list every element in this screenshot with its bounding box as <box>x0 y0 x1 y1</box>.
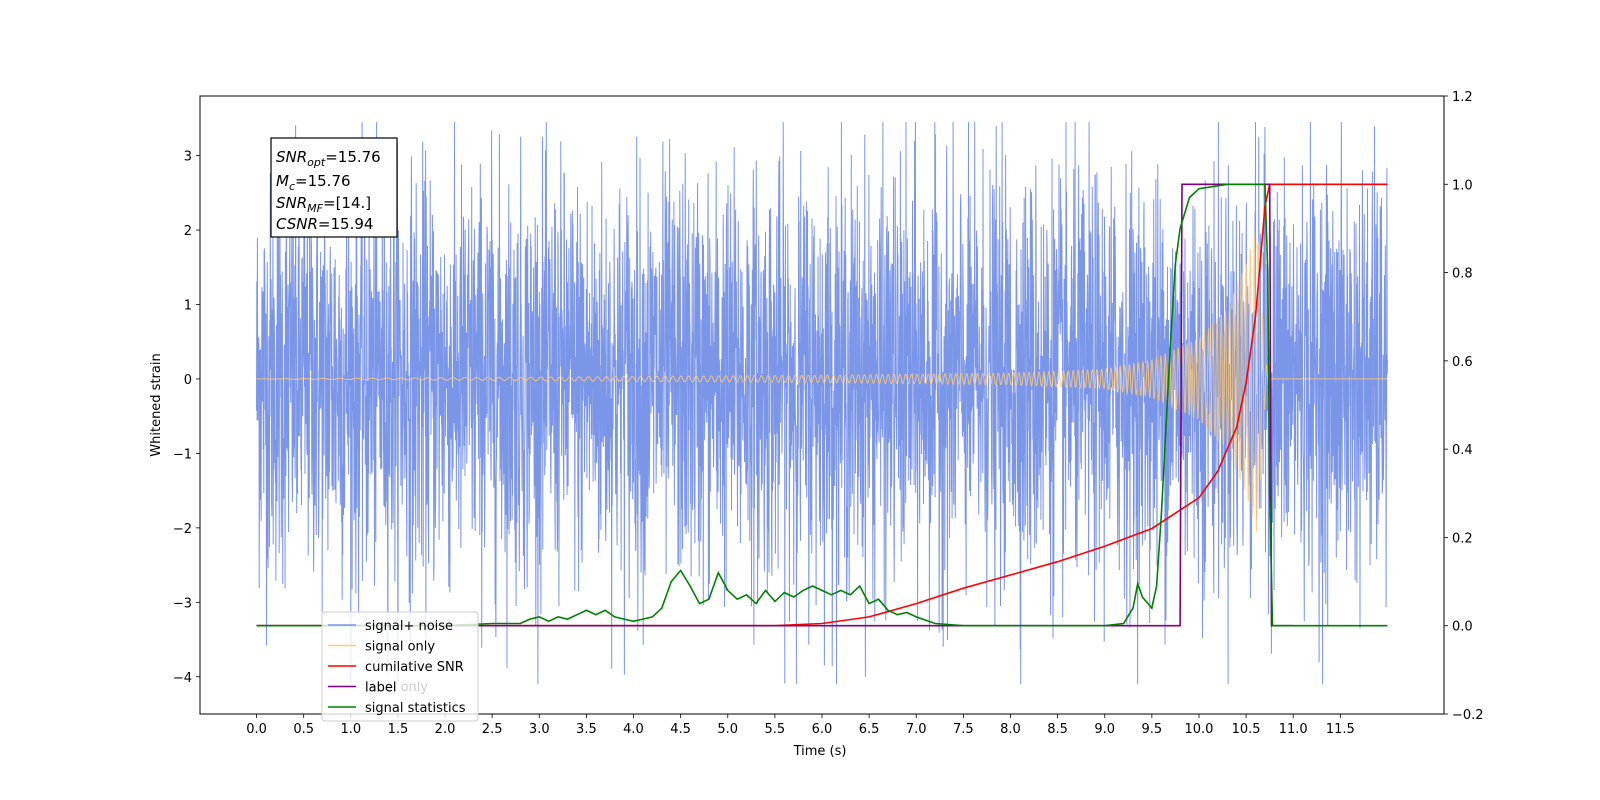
mc-sub: c <box>289 180 295 193</box>
plot-data-layer <box>256 122 1388 685</box>
y-right-tick-label: 0.8 <box>1452 267 1473 282</box>
snr-opt-value: =15.76 <box>325 148 381 166</box>
x-tick-label: 3.5 <box>576 722 597 737</box>
x-tick-label: 6.0 <box>812 722 833 737</box>
y-right-tick-label: 1.0 <box>1452 178 1473 193</box>
y-left-tick-label: 1 <box>184 298 192 313</box>
series-signal-statistics-line <box>256 183 1388 627</box>
y-left-tick-label: 3 <box>184 150 192 165</box>
left-y-axis: 3 2 1 0 −1 −2 −3 −4 <box>173 150 200 686</box>
mc-base: M <box>276 172 289 190</box>
y-axis-label: Whitened strain <box>149 353 164 456</box>
annotation-snr-opt: SNRopt=15.76 <box>276 148 381 169</box>
snr-opt-sub: opt <box>307 156 326 169</box>
annotation-frame <box>270 137 398 238</box>
x-tick-label: 10.5 <box>1232 722 1261 737</box>
x-tick-label: 11.0 <box>1279 722 1308 737</box>
legend-label: signal statistics <box>365 701 466 716</box>
x-tick-label: 9.0 <box>1094 722 1115 737</box>
legend-label: signal only <box>365 640 435 655</box>
x-tick-label: 6.5 <box>859 722 880 737</box>
snr-mf-value: =[14.] <box>323 194 371 212</box>
x-tick-label: 1.5 <box>388 722 409 737</box>
x-tick-label: 5.0 <box>717 722 738 737</box>
x-tick-label: 7.5 <box>953 722 974 737</box>
right-y-axis: 1.2 1.0 0.8 0.6 0.4 0.2 0.0 −0.2 <box>1444 90 1484 723</box>
annotation-mc: Mc=15.76 <box>276 172 351 193</box>
x-tick-label: 5.5 <box>765 722 786 737</box>
y-right-tick-label: −0.2 <box>1452 708 1484 723</box>
y-right-tick-label: 1.2 <box>1452 90 1473 105</box>
y-left-tick-label: −1 <box>173 447 192 462</box>
x-tick-label: 0.5 <box>293 722 314 737</box>
legend-label: cumilative SNR <box>365 660 464 675</box>
x-tick-label: 7.0 <box>906 722 927 737</box>
x-axis: 0.0 0.5 1.0 1.5 2.0 2.5 3.0 3.5 4.0 4.5 5.0 5.5 6.0 6… <box>246 714 1355 737</box>
legend-frame <box>321 611 479 722</box>
x-tick-label: 4.0 <box>623 722 644 737</box>
x-tick-label: 4.5 <box>670 722 691 737</box>
legend-hidden-label-only: label only <box>365 680 428 695</box>
stats-annotation-box: SNRopt=15.76 Mc=15.76 SNRMF=[14.] CSNR=1… <box>270 137 398 238</box>
csnr-base: CSNR <box>276 215 318 233</box>
y-left-tick-label: −2 <box>173 522 192 537</box>
x-tick-label: 9.5 <box>1142 722 1163 737</box>
series-signal-only-line <box>256 233 1388 532</box>
x-tick-label: 10.0 <box>1184 722 1213 737</box>
x-tick-label: 1.0 <box>340 722 361 737</box>
y-right-tick-label: 0.2 <box>1452 531 1473 546</box>
snr-opt-base: SNR <box>276 148 307 166</box>
y-left-tick-label: −4 <box>173 671 192 686</box>
csnr-value: =15.94 <box>318 215 374 233</box>
x-tick-label: 0.0 <box>246 722 267 737</box>
y-left-tick-label: 2 <box>184 224 192 239</box>
annotation-snr-mf: SNRMF=[14.] <box>276 194 371 215</box>
legend-label: signal+ noise <box>365 619 453 634</box>
legend-label: label <box>365 681 396 696</box>
mc-value: =15.76 <box>295 172 351 190</box>
x-tick-label: 3.0 <box>529 722 550 737</box>
x-tick-label: 8.5 <box>1047 722 1068 737</box>
y-right-tick-label: 0.6 <box>1452 355 1473 370</box>
x-tick-label: 2.5 <box>482 722 503 737</box>
legend: label only signal+ noise signal only cumil… <box>321 611 479 722</box>
x-tick-label: 11.5 <box>1326 722 1355 737</box>
y-left-tick-label: 0 <box>184 373 192 388</box>
y-left-tick-label: −3 <box>173 596 192 611</box>
y-right-tick-label: 0.0 <box>1452 620 1473 635</box>
y-right-tick-label: 0.4 <box>1452 443 1473 458</box>
series-cumulative-snr-line <box>256 183 1388 627</box>
x-tick-label: 8.0 <box>1000 722 1021 737</box>
x-tick-label: 2.0 <box>435 722 456 737</box>
x-axis-label: Time (s) <box>793 744 847 759</box>
snr-mf-sub: MF <box>307 202 323 215</box>
snr-mf-base: SNR <box>276 194 307 212</box>
annotation-csnr: CSNR=15.94 <box>276 215 373 233</box>
